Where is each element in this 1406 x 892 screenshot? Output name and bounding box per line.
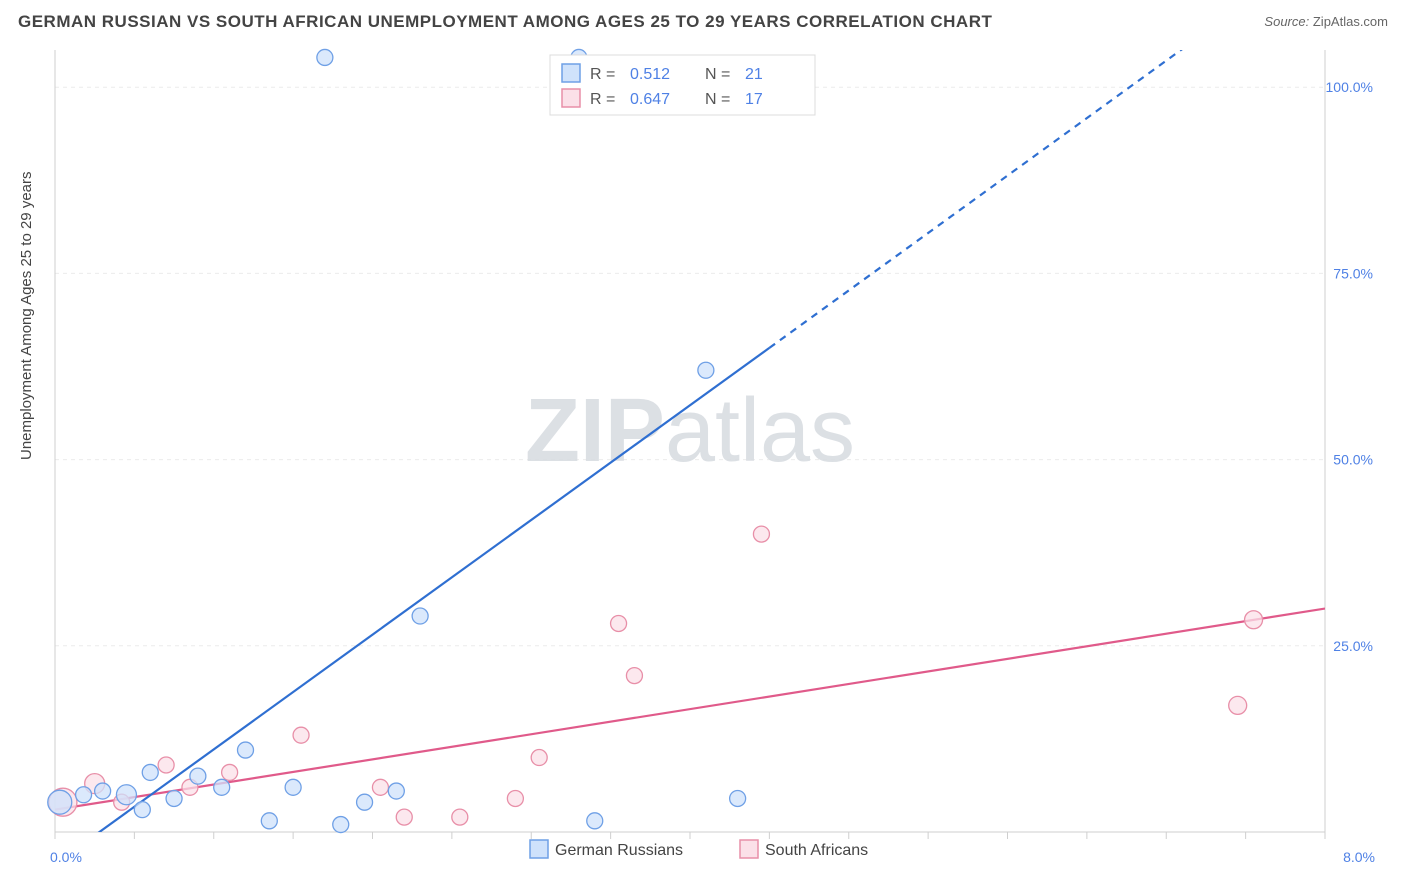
- y-tick-label: 100.0%: [1326, 79, 1373, 95]
- scatter-point-blue: [730, 790, 746, 806]
- svg-text:N =: N =: [705, 66, 730, 83]
- scatter-point-blue: [333, 817, 349, 833]
- chart-container: Unemployment Among Ages 25 to 29 years 2…: [0, 40, 1406, 892]
- scatter-point-pink: [1245, 611, 1263, 629]
- scatter-point-pink: [611, 615, 627, 631]
- scatter-point-pink: [158, 757, 174, 773]
- source-attribution: Source: ZipAtlas.com: [1264, 14, 1388, 29]
- n-value-blue: 21: [745, 66, 763, 83]
- scatter-point-blue: [238, 742, 254, 758]
- legend-label-blue: German Russians: [555, 842, 683, 859]
- scatter-point-blue: [190, 768, 206, 784]
- correlation-scatter-chart: 25.0% 50.0% 75.0% 100.0% 0.0% 8.0% ZIPatlas R =…: [0, 40, 1406, 892]
- r-value-blue: 0.512: [630, 66, 670, 83]
- n-value-pink: 17: [745, 91, 763, 108]
- scatter-point-blue: [95, 783, 111, 799]
- scatter-point-blue: [142, 764, 158, 780]
- scatter-point-blue: [587, 813, 603, 829]
- scatter-point-pink: [372, 779, 388, 795]
- scatter-point-blue: [388, 783, 404, 799]
- source-label: Source:: [1264, 14, 1309, 29]
- scatter-point-pink: [396, 809, 412, 825]
- y-tick-label: 50.0%: [1333, 452, 1373, 468]
- scatter-point-pink: [293, 727, 309, 743]
- scatter-point-blue: [285, 779, 301, 795]
- y-tick-label: 75.0%: [1333, 265, 1373, 281]
- r-value-pink: 0.647: [630, 91, 670, 108]
- y-tick-label: 25.0%: [1333, 638, 1373, 654]
- scatter-point-blue: [76, 787, 92, 803]
- scatter-point-blue: [134, 802, 150, 818]
- legend-label-pink: South Africans: [765, 842, 868, 859]
- scatter-point-blue: [166, 790, 182, 806]
- x-min-label: 0.0%: [50, 849, 82, 865]
- svg-text:N =: N =: [705, 91, 730, 108]
- svg-text:R =: R =: [590, 66, 615, 83]
- scatter-point-pink: [626, 668, 642, 684]
- scatter-point-blue: [357, 794, 373, 810]
- scatter-point-blue: [317, 49, 333, 65]
- scatter-point-pink: [1229, 696, 1247, 714]
- source-value: ZipAtlas.com: [1313, 14, 1388, 29]
- scatter-point-blue: [214, 779, 230, 795]
- watermark: ZIPatlas: [525, 381, 855, 481]
- scatter-point-pink: [222, 764, 238, 780]
- svg-text:R =: R =: [590, 91, 615, 108]
- scatter-point-pink: [753, 526, 769, 542]
- x-max-label: 8.0%: [1343, 849, 1375, 865]
- scatter-point-blue: [261, 813, 277, 829]
- scatter-point-blue: [48, 790, 72, 814]
- scatter-point-pink: [452, 809, 468, 825]
- scatter-point-blue: [698, 362, 714, 378]
- scatter-point-pink: [507, 790, 523, 806]
- scatter-point-blue: [116, 785, 136, 805]
- scatter-point-pink: [531, 750, 547, 766]
- y-axis-label: Unemployment Among Ages 25 to 29 years: [18, 171, 35, 460]
- chart-title: GERMAN RUSSIAN VS SOUTH AFRICAN UNEMPLOY…: [18, 12, 992, 31]
- scatter-point-blue: [412, 608, 428, 624]
